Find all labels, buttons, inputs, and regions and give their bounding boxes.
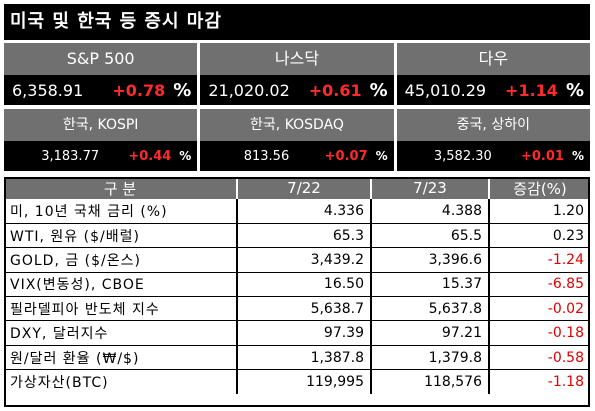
- index-change: +0.07: [324, 148, 368, 164]
- index-nasdaq: 나스닥 21,020.02 +0.61 %: [200, 43, 394, 105]
- percent-sign: %: [179, 149, 192, 163]
- index-value: 813.56: [243, 148, 290, 164]
- index-name: 한국, KOSDAQ: [200, 109, 394, 141]
- index-name: 중국, 상하이: [396, 109, 590, 141]
- row-label: WTI, 원유 ($/배럴): [4, 223, 238, 249]
- index-shanghai: 중국, 상하이 3,582.30 +0.01 %: [396, 109, 590, 171]
- row-value-1: 65.3: [237, 223, 372, 249]
- row-value-1: 4.336: [237, 199, 372, 224]
- table-header-row: 구 분 7/22 7/23 증감(%): [4, 177, 590, 199]
- indicator-table: 구 분 7/22 7/23 증감(%) 미, 10년 국채 금리 (%) 4.3…: [4, 177, 590, 395]
- percent-sign: %: [375, 149, 388, 163]
- row-label: DXY, 달러지수: [4, 320, 238, 346]
- row-value-2: 15.37: [371, 272, 490, 298]
- index-change: +0.01: [520, 148, 564, 164]
- row-value-2: 4.388: [371, 199, 490, 224]
- header-category: 구 분: [4, 177, 238, 199]
- index-change: +1.14: [505, 80, 558, 100]
- index-change: +0.78: [112, 80, 166, 100]
- row-change: -0.02: [489, 296, 590, 322]
- us-index-row: S&P 500 6,358.91 +0.78 % 나스닥 21,020.02 +…: [4, 43, 590, 105]
- table-row: 필라델피아 반도체 지수 5,638.7 5,637.8 -0.02: [4, 296, 590, 322]
- index-kosdaq: 한국, KOSDAQ 813.56 +0.07 %: [200, 109, 394, 171]
- table-row: GOLD, 금 ($/온스) 3,439.2 3,396.6 -1.24: [4, 247, 590, 273]
- row-change: -1.18: [547, 374, 584, 391]
- table-row: VIX(변동성), CBOE 16.50 15.37 -6.85: [4, 272, 590, 298]
- row-change: -1.24: [489, 247, 590, 273]
- index-name: 나스닥: [200, 43, 394, 75]
- index-change: +0.44: [128, 148, 172, 164]
- percent-sign: %: [173, 79, 192, 101]
- index-value: 6,358.91: [12, 80, 84, 100]
- index-value: 21,020.02: [208, 80, 290, 100]
- table-row: WTI, 원유 ($/배럴) 65.3 65.5 0.23: [4, 223, 590, 249]
- table-row: DXY, 달러지수 97.39 97.21 -0.18: [4, 320, 590, 346]
- page-title: 미국 및 한국 등 증시 마감: [4, 4, 590, 40]
- index-name: S&P 500: [4, 43, 198, 75]
- row-label: 가상자산(BTC): [4, 369, 238, 395]
- row-value-1: 3,439.2: [237, 247, 372, 273]
- index-change: +0.61: [308, 80, 362, 100]
- row-label: 미, 10년 국채 금리 (%): [4, 199, 238, 224]
- table-row: 원/달러 환율 (₩/$) 1,387.8 1,379.8 -0.58: [4, 345, 590, 371]
- index-kospi: 한국, KOSPI 3,183.77 +0.44 %: [4, 109, 198, 171]
- row-label: 원/달러 환율 (₩/$): [4, 345, 238, 371]
- row-label: GOLD, 금 ($/온스): [4, 247, 238, 273]
- row-value-1: 16.50: [237, 272, 372, 298]
- index-value: 45,010.29: [404, 80, 487, 100]
- index-name: 한국, KOSPI: [4, 109, 198, 141]
- row-value-2: 3,396.6: [371, 247, 490, 273]
- market-summary: 미국 및 한국 등 증시 마감 S&P 500 6,358.91 +0.78 %…: [4, 4, 590, 407]
- header-change: 증감(%): [489, 177, 590, 199]
- asia-index-row: 한국, KOSPI 3,183.77 +0.44 % 한국, KOSDAQ 81…: [4, 109, 590, 171]
- row-value-2: 1,379.8: [371, 345, 490, 371]
- row-value-1: 97.39: [237, 320, 372, 346]
- row-change: 1.20: [489, 199, 590, 224]
- row-value-2: 118,576: [371, 369, 490, 395]
- row-label: VIX(변동성), CBOE: [4, 272, 238, 298]
- row-change: -6.85: [489, 272, 590, 298]
- row-label: 필라델피아 반도체 지수: [4, 296, 238, 322]
- percent-sign: %: [571, 149, 584, 163]
- index-dow: 다우 45,010.29 +1.14 %: [396, 43, 590, 105]
- row-value-2: 65.5: [371, 223, 490, 249]
- index-value: 3,582.30: [433, 148, 492, 164]
- row-value-2: 5,637.8: [371, 296, 490, 322]
- index-sp500: S&P 500 6,358.91 +0.78 %: [4, 43, 198, 105]
- table-row: 가상자산(BTC) 119,995 118,576 -1.18: [4, 369, 590, 395]
- index-name: 다우: [396, 43, 590, 75]
- row-value-2: 97.21: [371, 320, 490, 346]
- percent-sign: %: [565, 79, 584, 101]
- header-date-1: 7/22: [237, 177, 372, 199]
- row-value-1: 5,638.7: [237, 296, 372, 322]
- index-value: 3,183.77: [41, 148, 100, 164]
- row-change: -0.18: [489, 320, 590, 346]
- row-change: -0.58: [489, 345, 590, 371]
- row-change: 0.23: [489, 223, 590, 249]
- table-row: 미, 10년 국채 금리 (%) 4.336 4.388 1.20: [4, 199, 590, 224]
- header-date-2: 7/23: [371, 177, 490, 199]
- row-value-1: 119,995: [237, 369, 372, 395]
- row-value-1: 1,387.8: [237, 345, 372, 371]
- percent-sign: %: [369, 79, 388, 101]
